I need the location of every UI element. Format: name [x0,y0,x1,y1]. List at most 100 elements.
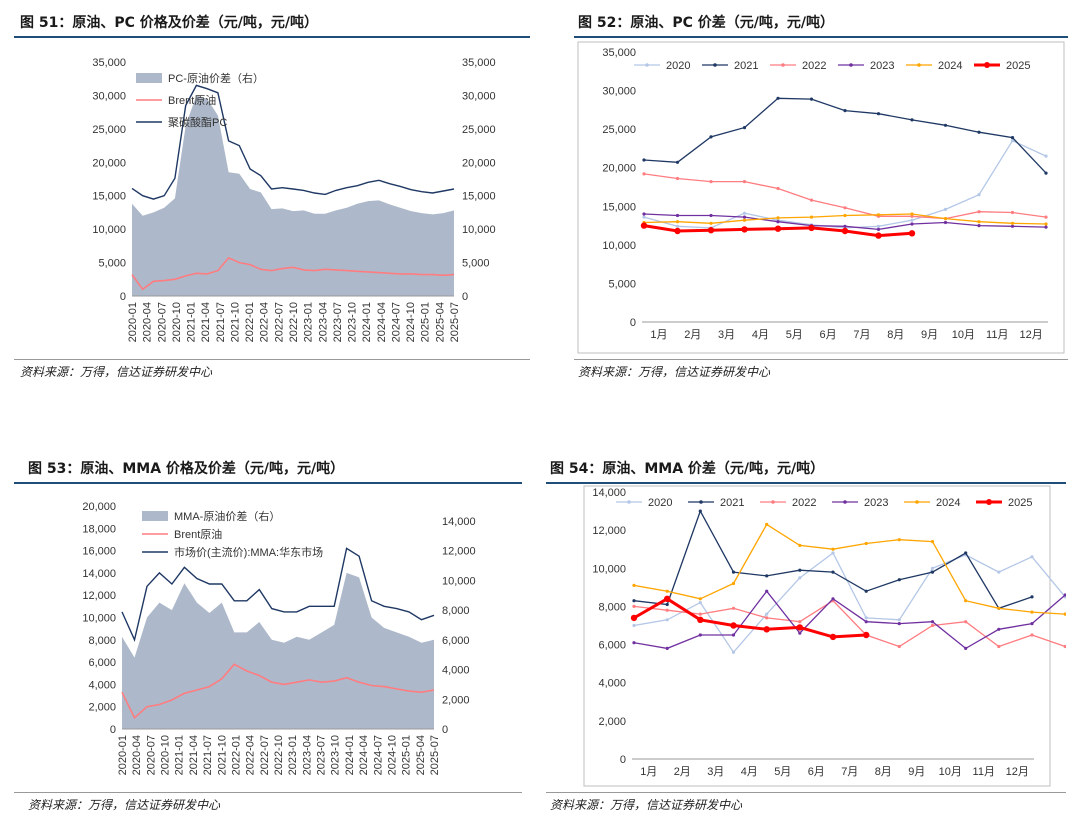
c51-right-tick-5: 25,000 [462,124,496,136]
c52-y-tick-6: 30,000 [602,86,636,98]
chart-54-source-rule [546,792,1066,793]
c54-point-2021-3 [731,570,736,574]
c54-legend-marker-2023 [843,500,847,504]
c51-x-tick-16: 2024-01 [361,302,373,342]
c51-x-tick-17: 2024-04 [376,302,388,342]
c53-left-tick-1: 2,000 [88,702,116,714]
c52-point-2023-0 [642,212,646,216]
c52-legend-label-2020: 2020 [666,60,690,72]
c52-point-2025-0 [640,222,648,229]
c52-point-2023-6 [843,224,847,228]
c52-point-2022-12 [1044,215,1048,219]
chart-51-title: 图 51：原油、PC 价格及价差（元/吨，元/吨） [20,15,318,31]
c52-y-tick-7: 35,000 [602,47,636,59]
c52-x-tick-9: 10月 [952,329,975,341]
c54-point-2020-7 [864,616,868,620]
c54-legend-label-2024: 2024 [936,497,960,509]
c52-point-2025-6 [841,227,849,235]
c54-point-2020-2 [698,601,702,605]
c53-x-tick-16: 2024-01 [344,735,356,775]
c53-x-tick-10: 2022-07 [259,735,271,775]
c51-right-tick-2: 10,000 [462,224,496,236]
c54-x-tick-3: 4月 [741,766,758,778]
c53-left-tick-2: 4,000 [88,679,116,691]
c51-x-tick-8: 2022-01 [244,302,256,342]
chart-54-title: 图 54：原油、MMA 价差（元/吨，元/吨） [550,461,825,477]
c52-point-2020-8 [910,218,914,222]
c54-y-tick-6: 12,000 [592,525,626,537]
c53-right-tick-6: 12,000 [442,546,476,558]
c52-point-2022-1 [675,176,680,181]
chart-53-source-rule [14,792,522,793]
c51-x-tick-13: 2023-04 [317,302,329,342]
c53-right-tick-5: 10,000 [442,575,476,587]
c51-left-tick-3: 15,000 [92,191,126,203]
c53-x-tick-2: 2020-07 [145,735,157,775]
c54-series-2024-line [633,523,1066,615]
c52-point-2022-11 [1010,210,1015,215]
c54-point-2022-0 [632,604,636,608]
c54-point-2022-3 [731,606,736,610]
c52-legend-marker-2024 [917,63,921,67]
chart-53-source: 资料来源：万得，信达证券研发中心 [28,798,221,812]
c53-left-tick-7: 14,000 [82,568,116,580]
c51-legend-swatch-0 [136,73,162,83]
c52-point-2020-1 [675,224,680,228]
c51-x-tick-9: 2022-04 [259,302,271,342]
c52-x-tick-6: 7月 [853,329,870,341]
c52-y-tick-2: 10,000 [602,240,636,252]
c53-x-tick-12: 2023-01 [287,735,299,775]
chart-53-figure: 0 2,000 4,000 6,000 8,000 10,000 12,000 14,000 1… [82,501,476,775]
c52-point-2024-12 [1044,222,1048,226]
c53-right-tick-0: 0 [442,724,448,736]
c53-x-tick-0: 2020-01 [117,735,129,775]
c54-legend-marker-2024 [915,500,919,504]
c52-point-2020-11 [1010,139,1015,143]
c52-point-2024-5 [809,215,814,219]
c53-x-tick-8: 2022-01 [230,735,242,775]
chart-54-title-rule [546,482,1066,484]
c51-legend-label-1: Brent原油 [168,93,216,107]
c54-point-2022-10 [964,620,968,624]
c51-x-tick-11: 2022-10 [288,302,300,342]
c52-legend-marker-2023 [849,63,853,67]
c54-y-tick-4: 8,000 [598,601,626,613]
c54-point-2020-6 [831,551,835,555]
c54-point-2023-9 [930,620,935,624]
chart-52-title-rule [574,36,1068,38]
c53-x-tick-13: 2023-04 [301,735,313,775]
c52-legend-marker-2021 [713,63,717,67]
chart-51-source: 资料来源：万得，信达证券研发中心 [20,365,213,379]
c51-x-tick-12: 2023-01 [303,302,315,342]
c51-x-tick-18: 2024-07 [390,302,402,342]
chart-51-source-rule [14,359,530,360]
c51-x-tick-4: 2021-01 [186,302,198,342]
c54-x-tick-11: 12月 [1006,766,1029,778]
c52-legend-marker-2020 [645,63,649,67]
c53-x-tick-14: 2023-07 [316,735,328,775]
c54-point-2021-1 [665,602,669,607]
c52-point-2023-2 [709,213,713,218]
c53-series-line-2 [121,547,435,642]
c54-point-2021-2 [698,509,702,513]
chart-52-source: 资料来源：万得，信达证券研发中心 [578,365,771,379]
c51-left-tick-0: 0 [120,291,126,303]
c53-left-tick-4: 8,000 [88,635,116,647]
c54-point-2022-11 [997,644,1001,649]
c54-point-2023-12 [1030,622,1034,626]
c52-legend-label-2022: 2022 [802,60,826,72]
c53-x-tick-6: 2021-07 [202,735,214,775]
c53-series-line-1 [121,663,435,720]
c54-point-2025-4 [763,626,770,633]
c51-legend-label-2: 聚碳酸酯PC [168,115,227,129]
c54-point-2021-8 [897,578,901,582]
c51-x-tick-14: 2023-07 [332,302,344,342]
c54-x-tick-9: 10月 [939,766,962,778]
c53-right-tick-4: 8,000 [442,605,470,617]
c52-x-tick-8: 9月 [921,329,938,341]
c54-point-2023-10 [964,646,968,650]
c54-x-tick-5: 6月 [808,766,825,778]
c52-point-2023-7 [876,227,881,231]
c52-point-2022-6 [843,206,847,210]
c54-point-2020-8 [897,618,901,622]
